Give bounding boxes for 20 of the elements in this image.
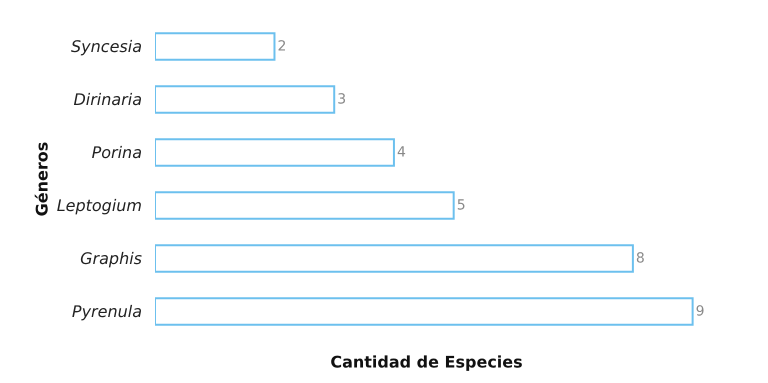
bar: [155, 297, 694, 326]
bar: [155, 191, 455, 220]
x-axis-title: Cantidad de Especies: [330, 352, 523, 372]
bar: [155, 85, 336, 114]
y-tick-label: Syncesia: [71, 37, 142, 56]
bar: [155, 32, 276, 61]
y-tick-label: Graphis: [80, 249, 142, 268]
data-label: 9: [696, 304, 705, 320]
data-label: 5: [456, 198, 466, 214]
y-tick-label: Leptogium: [56, 196, 142, 216]
data-label: 4: [396, 144, 406, 160]
y-tick-label: Pyrenula: [72, 302, 142, 322]
data-label: 3: [337, 92, 346, 108]
bar: [155, 138, 395, 167]
data-label: 8: [636, 250, 645, 266]
y-axis-title: Géneros: [32, 142, 52, 216]
y-tick-label: Porina: [92, 143, 142, 162]
data-label: 2: [277, 38, 286, 54]
bar: [155, 244, 634, 273]
y-tick-label: Dirinaria: [73, 90, 142, 110]
